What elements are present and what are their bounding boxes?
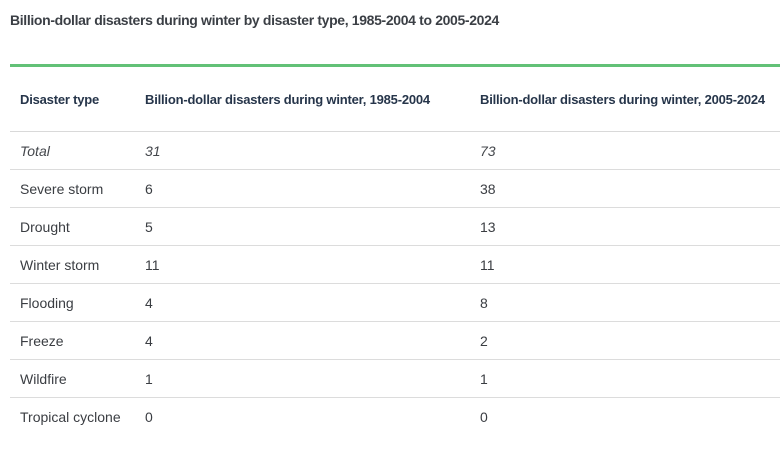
disaster-type-cell: Freeze [20,332,64,349]
disaster-type-cell: Total [20,142,50,159]
table-title: Billion-dollar disasters during winter b… [10,12,499,28]
value-2005-2024-cell: 0 [480,409,488,425]
value-2005-2024-cell: 13 [480,218,496,235]
accent-divider [10,64,780,67]
value-2005-2024-cell: 11 [480,256,495,273]
table-row-freeze: Freeze 4 2 [10,322,780,360]
disaster-type-cell: Wildfire [20,370,67,387]
table-header-row: Disaster type Billion-dollar disasters d… [10,67,780,132]
value-2005-2024-cell: 2 [480,332,488,349]
value-1985-2004-cell: 0 [145,409,153,425]
table-row-wildfire: Wildfire 1 1 [10,360,780,398]
disasters-table: Disaster type Billion-dollar disasters d… [10,67,780,436]
column-header-2005-2024: Billion-dollar disasters during winter, … [480,91,765,107]
disaster-type-cell: Tropical cyclone [20,409,121,425]
value-1985-2004-cell: 6 [145,180,153,197]
value-2005-2024-cell: 73 [480,142,496,159]
disaster-type-cell: Drought [20,218,70,235]
value-2005-2024-cell: 38 [480,180,496,197]
disaster-type-cell: Flooding [20,294,74,311]
value-1985-2004-cell: 1 [145,370,153,387]
table-row-drought: Drought 5 13 [10,208,780,246]
table-row-total: Total 31 73 [10,132,780,170]
table-row-winter-storm: Winter storm 11 11 [10,246,780,284]
column-header-1985-2004: Billion-dollar disasters during winter, … [145,91,430,107]
value-1985-2004-cell: 4 [145,294,153,311]
value-1985-2004-cell: 4 [145,332,153,349]
value-2005-2024-cell: 1 [480,370,488,387]
value-1985-2004-cell: 11 [145,256,160,273]
value-1985-2004-cell: 31 [145,142,161,159]
value-1985-2004-cell: 5 [145,218,153,235]
table-row-tropical-cyclone: Tropical cyclone 0 0 [10,398,780,436]
table-row-severe-storm: Severe storm 6 38 [10,170,780,208]
disaster-type-cell: Winter storm [20,256,100,273]
table-row-flooding: Flooding 4 8 [10,284,780,322]
column-header-disaster-type: Disaster type [20,91,100,107]
value-2005-2024-cell: 8 [480,294,488,311]
disaster-type-cell: Severe storm [20,180,104,197]
